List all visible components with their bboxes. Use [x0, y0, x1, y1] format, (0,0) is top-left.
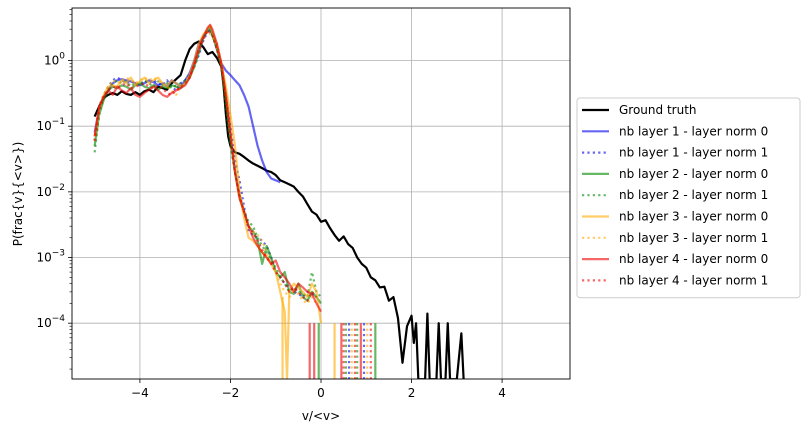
series-line-7: [93, 30, 318, 305]
x-tick-label: 2: [408, 386, 416, 400]
legend-label: nb layer 2 - layer norm 1: [619, 188, 768, 202]
series-line-9: [93, 29, 318, 302]
legend-label: Ground truth: [619, 103, 697, 117]
y-tick-label: 100: [44, 52, 65, 68]
legend-label: nb layer 3 - layer norm 0: [619, 210, 768, 224]
legend-box: [576, 97, 801, 299]
legend-label: nb layer 4 - layer norm 1: [619, 273, 768, 287]
y-tick-label: 10−2: [36, 183, 65, 199]
x-tick-label: 4: [498, 386, 506, 400]
legend-label: nb layer 1 - layer norm 0: [619, 124, 768, 138]
series-line-5: [93, 28, 322, 299]
series-line-8: [93, 23, 322, 313]
y-tick-label: 10−4: [36, 314, 65, 330]
legend-label: nb layer 4 - layer norm 0: [619, 252, 768, 266]
x-tick-label: −2: [222, 386, 240, 400]
x-tick-label: −4: [131, 386, 149, 400]
x-axis-label: v/<v>: [302, 409, 340, 423]
x-tick-label: 0: [317, 386, 325, 400]
legend-label: nb layer 1 - layer norm 1: [619, 146, 768, 160]
y-tick-label: 10−3: [36, 249, 65, 265]
y-axis-label: P(frac{v}{<v>}): [11, 142, 25, 247]
axis-ticks: −4 −2 0 2 4 100 10−1 10−2 10−3 10−4: [36, 9, 506, 400]
legend-label: nb layer 2 - layer norm 0: [619, 167, 768, 181]
legend-label: nb layer 3 - layer norm 1: [619, 231, 768, 245]
y-tick-label: 10−1: [36, 117, 65, 133]
legend: Ground truth nb layer 1 - layer norm 0 nb …: [576, 97, 801, 299]
plot-lines: [93, 23, 465, 379]
